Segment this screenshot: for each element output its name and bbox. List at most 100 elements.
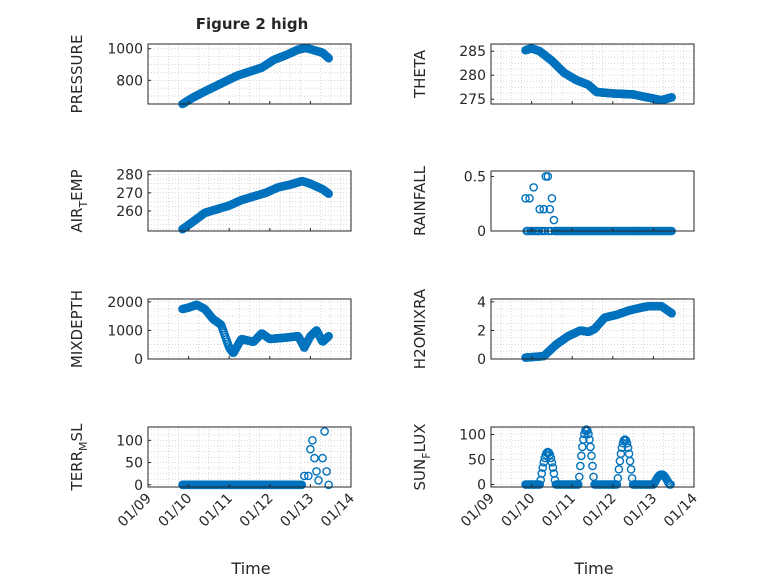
y-axis-label: RAINFALL [411,165,429,236]
data-point [587,451,596,461]
y-axis-label: THETA [411,49,429,99]
data-point [547,457,557,467]
data-point [320,427,329,436]
data-point [584,429,593,439]
data-point [537,469,547,478]
x-tick-label: 01/10 [156,491,196,531]
figure-title: Figure 2 high [196,15,309,33]
y-tick-label: 1000 [107,323,143,339]
data-point [521,193,530,203]
x-tick-label: 01/11 [196,491,236,531]
y-tick-label: 50 [468,453,486,469]
data-point [577,451,586,461]
y-tick-label: 800 [116,73,143,89]
data-point [626,465,636,474]
data-point [314,476,323,485]
data-point [667,308,676,318]
data-point [310,453,319,463]
x-tick-label: 01/14 [318,490,358,530]
y-axis-label: H2OMIXRA [411,288,429,369]
axes-box [147,170,352,232]
y-tick-label: 0.5 [464,169,486,185]
data-point [324,189,333,199]
data-point [308,436,317,445]
data-point [548,463,558,472]
data-point [576,461,585,471]
data-point [543,172,553,181]
axes-box [490,298,695,360]
data-point [324,53,333,63]
axes-background [491,171,694,231]
x-tick-label: 01/12 [237,491,277,531]
axes-box [147,298,352,360]
data-markers [178,176,333,234]
y-axis-label: SUNFLUX [411,424,433,491]
data-markers [521,44,676,105]
axes-box [147,426,352,488]
y-tick-label: 285 [459,44,486,60]
data-point [625,456,635,466]
y-axis-label: TERRMSL [68,423,90,492]
axes-box [490,43,695,105]
subplot-terr-msl: 0 50 100 TERRMSL 01/09 01/10 01/11 01/12 01/13 01… [68,423,358,530]
subplot-air-temp: 260 270 280 AIRTEMP [68,168,352,234]
data-point [575,472,584,482]
data-point [588,461,597,471]
data-point [666,480,675,489]
x-tick-label: 01/13 [620,491,660,531]
subplot-rainfall: 0 0.5 RAINFALL [411,165,695,240]
data-point [546,453,556,463]
y-tick-label: 2000 [107,295,143,311]
data-point [579,435,588,444]
data-point [614,465,624,474]
subplot-theta: 275 280 285 THETA [411,43,695,108]
x-tick-label: 01/11 [539,491,579,531]
data-point [324,331,333,341]
data-point [306,444,315,454]
y-tick-label: 1000 [107,42,143,58]
y-tick-label: 0 [134,478,143,494]
axes-box [147,43,352,105]
y-axis-label: MIXDEPTH [68,290,86,368]
y-tick-label: 100 [116,433,143,449]
data-point [525,193,534,203]
x-tick-label: 01/09 [458,491,498,531]
data-point [582,425,591,434]
data-point [297,480,307,490]
data-markers [178,300,333,358]
axes-box [490,426,695,488]
subplot-pressure: 800 1000 PRESSURE [68,35,352,114]
y-tick-label: 100 [459,428,486,444]
data-point [539,204,549,214]
data-point [616,449,626,459]
data-point [300,471,309,481]
x-tick-label: 01/14 [661,490,701,530]
y-tick-label: 280 [459,68,486,84]
data-point [538,463,548,472]
data-point [304,471,313,481]
data-point [613,473,623,483]
data-point [535,480,545,489]
data-point [324,480,333,490]
data-point [322,467,331,476]
data-point [623,443,633,453]
x-tick-label: 01/10 [499,491,539,531]
data-point [586,442,595,452]
x-axis-label-left: Time [230,559,270,578]
y-axis-label: PRESSURE [68,35,86,114]
y-tick-label: 0 [477,352,486,368]
data-point [545,204,555,214]
subplot-sun-flux: 0 50 100 SUNFLUX 01/09 01/10 01/11 01/12 01/13 01… [411,424,701,531]
x-tick-label: 01/09 [115,491,155,531]
axes-box [490,170,695,232]
y-tick-label: 50 [125,456,143,472]
x-tick-label: 01/13 [277,491,317,531]
y-tick-label: 2 [477,323,486,339]
x-axis-label-right: Time [573,559,613,578]
data-markers [521,301,676,362]
data-point [529,183,538,192]
y-tick-label: 270 [116,186,143,202]
data-point [318,453,327,463]
